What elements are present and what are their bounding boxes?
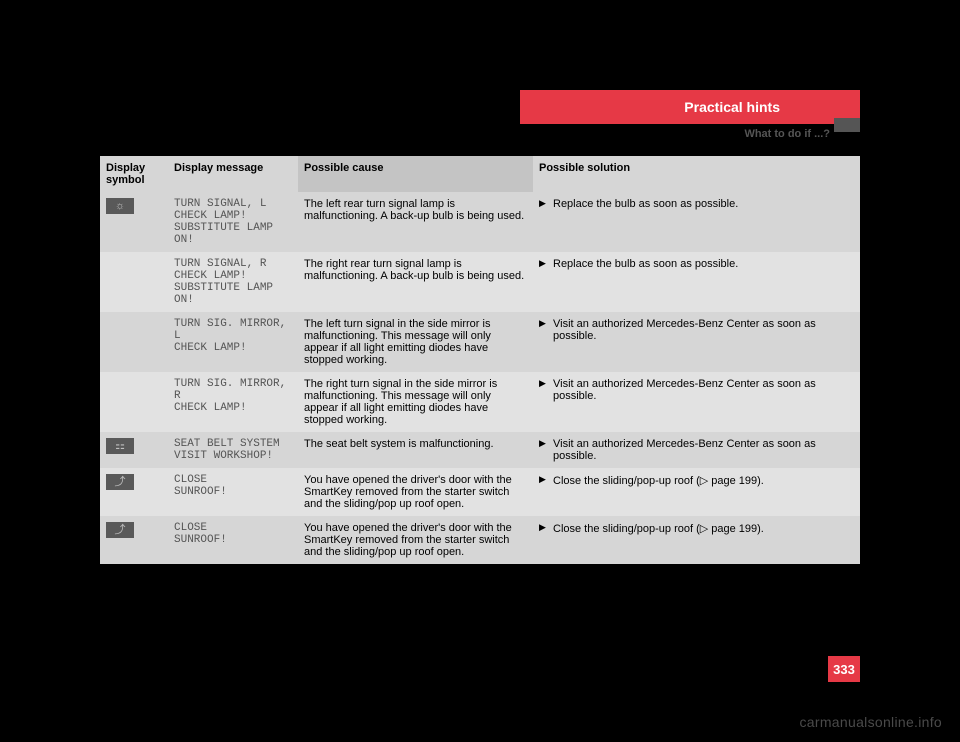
message-cell: TURN SIG. MIRROR, LCHECK LAMP! [168, 312, 298, 372]
solution-cell: Close the sliding/pop-up roof (▷ page 19… [533, 516, 860, 564]
solution-cell: Replace the bulb as soon as possible. [533, 192, 860, 252]
cause-cell: The right rear turn signal lamp is malfu… [298, 252, 533, 312]
thumb-tab [834, 118, 860, 132]
cause-cell: The seat belt system is malfunctioning. [298, 432, 533, 468]
symbol-cell [100, 372, 168, 432]
section-title: What to do if ...? [650, 128, 830, 140]
solution-cell: Replace the bulb as soon as possible. [533, 252, 860, 312]
table-row: TURN SIG. MIRROR, LCHECK LAMP!The left t… [100, 312, 860, 372]
table-row: ☼ TURN SIGNAL, LCHECK LAMP!SUBSTITUTE LAM… [100, 192, 860, 252]
col-message-header: Display message [168, 156, 298, 192]
table-row: ⤴ CLOSESUNROOF!You have opened the driver… [100, 468, 860, 516]
table-row: ⚏ SEAT BELT SYSTEMVISIT WORKSHOP!The seat… [100, 432, 860, 468]
message-cell: TURN SIG. MIRROR, RCHECK LAMP! [168, 372, 298, 432]
symbol-cell: ⤴ [100, 468, 168, 516]
table-body: ☼ TURN SIGNAL, LCHECK LAMP!SUBSTITUTE LAM… [100, 192, 860, 564]
chapter-title: Practical hints [684, 99, 780, 115]
solution-cell: Visit an authorized Mercedes-Benz Center… [533, 312, 860, 372]
message-cell: CLOSESUNROOF! [168, 468, 298, 516]
diagnostics-table: Display symbol Display message Possible … [100, 156, 860, 564]
cause-cell: You have opened the driver's door with t… [298, 468, 533, 516]
message-cell: TURN SIGNAL, RCHECK LAMP!SUBSTITUTE LAMP… [168, 252, 298, 312]
solution-cell: Visit an authorized Mercedes-Benz Center… [533, 432, 860, 468]
message-cell: SEAT BELT SYSTEMVISIT WORKSHOP! [168, 432, 298, 468]
solution-cell: Visit an authorized Mercedes-Benz Center… [533, 372, 860, 432]
table-header-row: Display symbol Display message Possible … [100, 156, 860, 192]
display-symbol-icon: ⚏ [106, 438, 134, 454]
chapter-header: Practical hints [520, 90, 860, 124]
cause-cell: The left turn signal in the side mirror … [298, 312, 533, 372]
table-row: TURN SIG. MIRROR, RCHECK LAMP!The right … [100, 372, 860, 432]
page-number: 333 [828, 656, 860, 682]
watermark: carmanualsonline.info [800, 714, 943, 730]
symbol-cell: ⤴ [100, 516, 168, 564]
display-symbol-icon: ⤴ [106, 474, 134, 490]
display-symbol-icon: ⤴ [106, 522, 134, 538]
col-symbol-header: Display symbol [100, 156, 168, 192]
cause-cell: You have opened the driver's door with t… [298, 516, 533, 564]
symbol-cell [100, 252, 168, 312]
table-row: TURN SIGNAL, RCHECK LAMP!SUBSTITUTE LAMP… [100, 252, 860, 312]
col-cause-header: Possible cause [298, 156, 533, 192]
symbol-cell: ⚏ [100, 432, 168, 468]
cause-cell: The right turn signal in the side mirror… [298, 372, 533, 432]
table-row: ⤴ CLOSESUNROOF!You have opened the driver… [100, 516, 860, 564]
col-solution-header: Possible solution [533, 156, 860, 192]
solution-cell: Close the sliding/pop-up roof (▷ page 19… [533, 468, 860, 516]
message-cell: TURN SIGNAL, LCHECK LAMP!SUBSTITUTE LAMP… [168, 192, 298, 252]
symbol-cell: ☼ [100, 192, 168, 252]
display-symbol-icon: ☼ [106, 198, 134, 214]
symbol-cell [100, 312, 168, 372]
message-cell: CLOSESUNROOF! [168, 516, 298, 564]
cause-cell: The left rear turn signal lamp is malfun… [298, 192, 533, 252]
